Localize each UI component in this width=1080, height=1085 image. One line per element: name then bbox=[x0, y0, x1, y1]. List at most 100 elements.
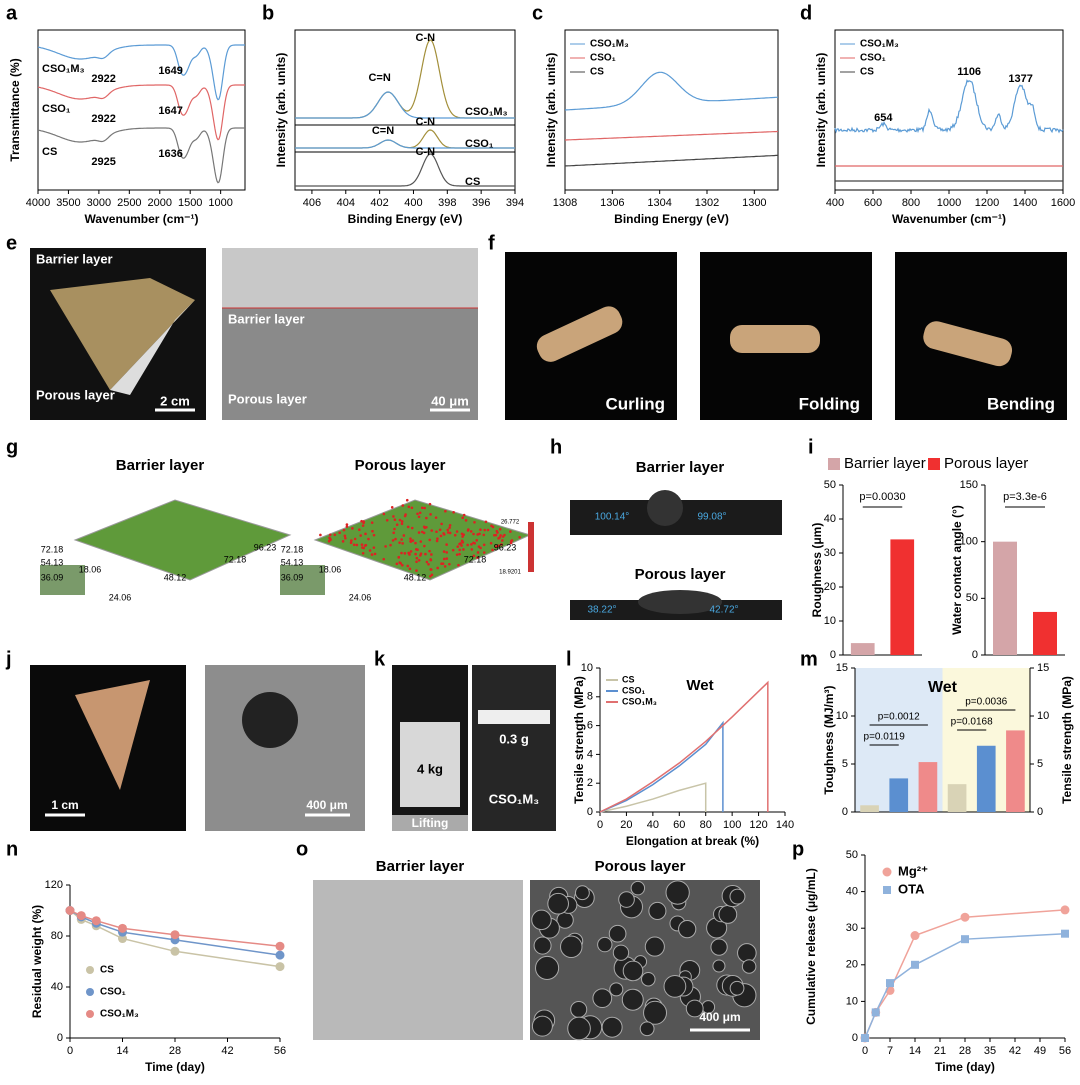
speckle bbox=[424, 552, 427, 556]
spectrum bbox=[564, 154, 779, 167]
speckle bbox=[362, 546, 365, 550]
x-tick-label: 40 bbox=[647, 819, 659, 831]
speckle bbox=[405, 498, 409, 502]
speckle bbox=[415, 560, 418, 564]
panel-label: e bbox=[6, 232, 17, 254]
surface bbox=[313, 499, 532, 581]
speckle bbox=[327, 539, 331, 543]
pore bbox=[574, 885, 590, 901]
axis-text: 72.18 bbox=[224, 554, 247, 564]
x-tick-label: 80 bbox=[700, 819, 712, 831]
point bbox=[275, 941, 285, 951]
pore bbox=[612, 944, 630, 961]
droplet bbox=[638, 590, 722, 614]
sample bbox=[536, 306, 623, 362]
y-label: Tensile strength (MPa) bbox=[1060, 676, 1074, 804]
speckle bbox=[428, 549, 431, 553]
speckle bbox=[351, 527, 354, 530]
axis-text: 36.09 bbox=[41, 572, 64, 582]
speckle bbox=[367, 537, 370, 541]
legend-label: CSO₁ bbox=[860, 53, 886, 64]
annotation: 1106 bbox=[957, 66, 981, 78]
speckle bbox=[401, 563, 404, 567]
y-tick-label: 120 bbox=[45, 879, 63, 891]
speckle bbox=[470, 543, 473, 546]
legend-marker bbox=[86, 988, 94, 996]
point bbox=[871, 1008, 880, 1017]
inset bbox=[280, 565, 325, 595]
y-tick-label: 50 bbox=[824, 479, 836, 491]
peak-label: 1636 bbox=[158, 148, 182, 160]
speckle bbox=[349, 541, 353, 545]
axis-text: 96.23 bbox=[494, 542, 517, 552]
subtitle: Barrier layer bbox=[376, 858, 465, 875]
speckle bbox=[403, 552, 407, 555]
y-label: Residual weight (%) bbox=[30, 905, 44, 1018]
x-tick-label: 49 bbox=[1034, 1045, 1046, 1057]
speckle bbox=[469, 530, 473, 533]
scale-label: 2 cm bbox=[160, 393, 190, 408]
y-tick-label: 6 bbox=[587, 720, 593, 732]
panel-label: g bbox=[6, 436, 18, 458]
speckle bbox=[453, 533, 457, 537]
speckle bbox=[391, 539, 395, 542]
speckle bbox=[407, 552, 411, 555]
speckle bbox=[429, 568, 433, 571]
legend-marker bbox=[86, 1010, 94, 1018]
speckle bbox=[498, 536, 502, 539]
speckle bbox=[494, 533, 498, 537]
speckle bbox=[482, 533, 486, 537]
p-value: p=0.0012 bbox=[878, 712, 920, 723]
panel-label: j bbox=[5, 648, 12, 670]
speckle bbox=[416, 512, 419, 516]
speckle bbox=[479, 546, 482, 550]
y-tick-label: 0 bbox=[830, 649, 836, 661]
spectrum bbox=[295, 153, 515, 187]
speckle bbox=[400, 551, 403, 555]
speckle bbox=[444, 509, 447, 513]
annotation: C=N bbox=[368, 72, 390, 84]
line bbox=[599, 720, 724, 813]
y-tick-label: 20 bbox=[824, 581, 836, 593]
speckle bbox=[419, 554, 422, 557]
speckle bbox=[384, 545, 387, 548]
speckle bbox=[436, 566, 439, 570]
legend-swatch bbox=[928, 458, 940, 470]
speckle bbox=[448, 562, 451, 566]
speckle bbox=[482, 543, 486, 547]
speckle bbox=[445, 551, 449, 554]
speckle bbox=[389, 543, 392, 547]
scale-label: 400 μm bbox=[699, 1010, 740, 1024]
pore bbox=[630, 880, 646, 896]
panel-label: f bbox=[488, 232, 495, 254]
panel-label: d bbox=[800, 2, 812, 24]
speckle bbox=[486, 528, 490, 532]
speckle bbox=[467, 528, 470, 531]
peak-label: 1647 bbox=[158, 105, 182, 117]
speckle bbox=[429, 558, 432, 561]
photo bbox=[472, 665, 556, 831]
panel-label: p bbox=[792, 838, 804, 860]
y-tick-label: 30 bbox=[846, 922, 858, 934]
line bbox=[864, 932, 1066, 1039]
point bbox=[275, 950, 285, 960]
speckle bbox=[446, 531, 450, 534]
speckle bbox=[509, 541, 513, 545]
speckle bbox=[451, 548, 455, 552]
speckle bbox=[458, 548, 462, 552]
bar bbox=[850, 643, 875, 655]
series-name: CS bbox=[465, 176, 480, 188]
photo-label: 0.3 g bbox=[499, 731, 529, 746]
line bbox=[599, 680, 769, 813]
axis-text: 96.23 bbox=[254, 542, 277, 552]
bar bbox=[993, 541, 1017, 655]
x-tick-label: 396 bbox=[472, 197, 490, 209]
y-label: Water contact angle (°) bbox=[950, 505, 964, 635]
panel-label: b bbox=[262, 2, 274, 24]
photo-label: Barrier layer bbox=[36, 251, 113, 266]
axis-text: 18.06 bbox=[319, 564, 342, 574]
pore bbox=[608, 924, 627, 943]
annotation: C-N bbox=[416, 32, 436, 44]
panel-label: k bbox=[374, 648, 386, 670]
photo-label: 4 kg bbox=[417, 761, 443, 776]
